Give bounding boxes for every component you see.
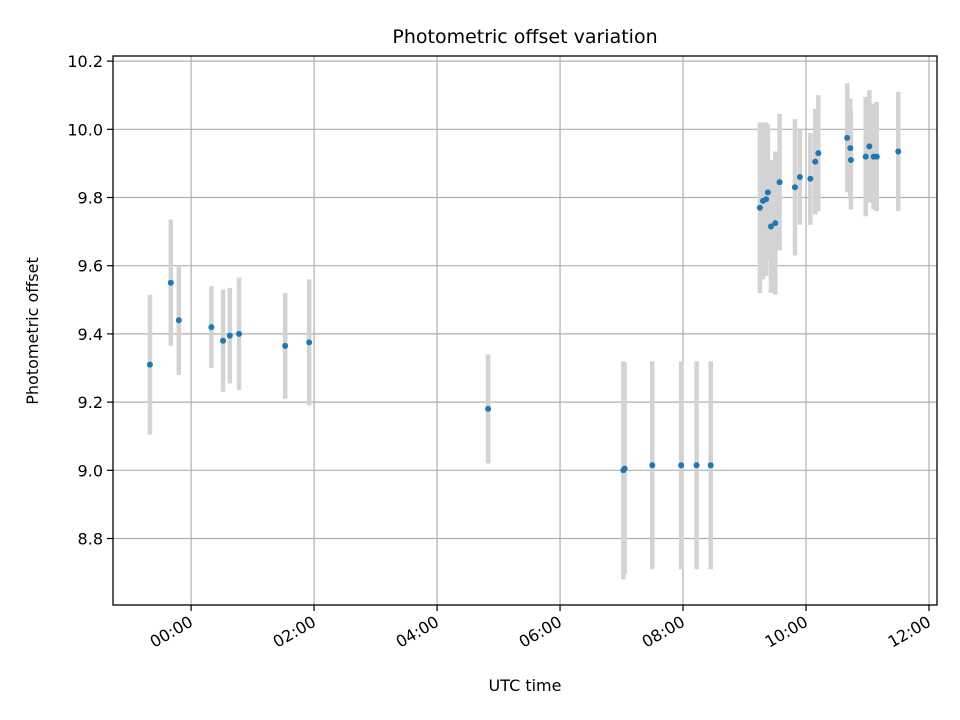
data-point (167, 279, 174, 286)
x-tick-label: 06:00 (516, 612, 565, 652)
x-tick-label: 02:00 (270, 612, 319, 652)
data-point (282, 342, 289, 349)
y-tick-label: 8.8 (78, 530, 103, 549)
data-point (208, 324, 215, 331)
data-point (847, 157, 854, 164)
y-tick-label: 10.2 (67, 52, 103, 71)
data-point (649, 462, 656, 469)
data-point (844, 134, 851, 141)
data-point (807, 175, 814, 182)
data-point (776, 179, 783, 186)
x-tick-label: 12:00 (885, 612, 934, 652)
data-point (707, 462, 714, 469)
x-tick-label: 08:00 (639, 612, 688, 652)
data-point (772, 220, 779, 227)
data-point (621, 465, 628, 472)
data-point (764, 189, 771, 196)
y-tick-label: 9.6 (78, 257, 103, 276)
data-point (767, 223, 774, 230)
data-point (815, 150, 822, 157)
data-point (866, 143, 873, 150)
y-tick-label: 10.0 (67, 120, 103, 139)
y-tick-label: 9.8 (78, 189, 103, 208)
chart-title: Photometric offset variation (392, 26, 657, 48)
data-point (791, 184, 798, 191)
data-point (306, 339, 313, 346)
data-point (175, 317, 182, 324)
data-point (693, 462, 700, 469)
data-point (796, 174, 803, 181)
data-point (236, 330, 243, 337)
error-bars (147, 83, 901, 580)
data-point (763, 196, 770, 203)
data-point (220, 337, 227, 344)
data-point (485, 405, 492, 412)
y-tick-label: 9.4 (78, 325, 103, 344)
x-tick-label: 10:00 (762, 612, 811, 652)
y-axis-label: Photometric offset (23, 257, 42, 405)
y-tick-label: 9.0 (78, 461, 103, 480)
data-point (226, 332, 233, 339)
data-point (895, 148, 902, 155)
y-axis-ticks: 8.8 9.0 9.2 9.4 9.6 9.8 10.0 10.2 (67, 52, 113, 549)
x-axis-ticks: 00:00 02:00 04:00 06:00 08:00 10:00 12:00 (147, 605, 934, 652)
data-point (873, 153, 880, 160)
x-tick-label: 04:00 (393, 612, 442, 652)
y-tick-label: 9.2 (78, 393, 103, 412)
data-point (862, 153, 869, 160)
data-point (847, 145, 854, 152)
x-tick-label: 00:00 (147, 612, 196, 652)
data-point (146, 361, 153, 368)
data-point (756, 204, 763, 211)
plot-frame (112, 55, 938, 606)
data-point (678, 462, 685, 469)
data-points (146, 134, 902, 474)
x-axis-label: UTC time (489, 676, 562, 695)
data-point (812, 158, 819, 165)
